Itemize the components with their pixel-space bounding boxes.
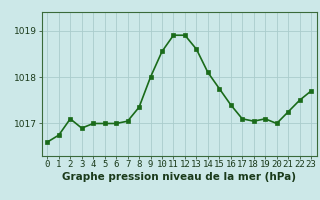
X-axis label: Graphe pression niveau de la mer (hPa): Graphe pression niveau de la mer (hPa) — [62, 172, 296, 182]
